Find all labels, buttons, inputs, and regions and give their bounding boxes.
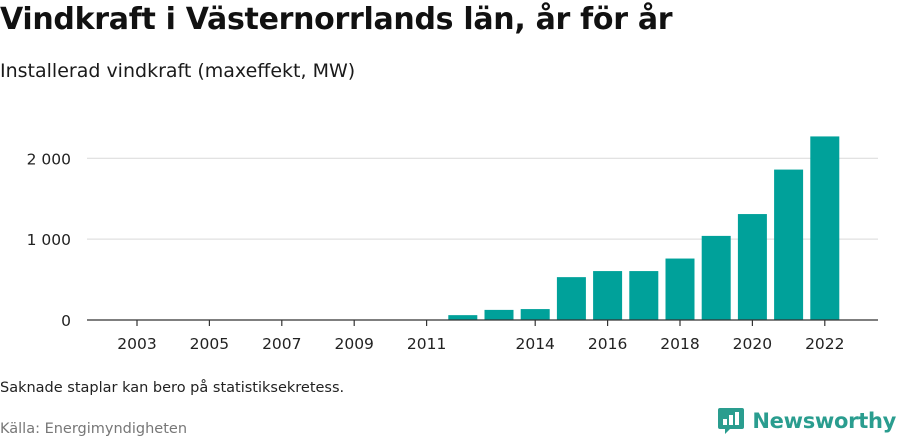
y-tick-label: 1 000 bbox=[27, 231, 71, 249]
x-tick-label: 2009 bbox=[334, 335, 373, 353]
brand-logo: Newsworthy bbox=[717, 406, 896, 436]
x-tick-label: 2007 bbox=[262, 335, 301, 353]
bar-2021 bbox=[774, 169, 804, 320]
bar-2017 bbox=[629, 271, 659, 320]
x-tick-label: 2014 bbox=[515, 335, 554, 353]
bar-2019 bbox=[701, 235, 731, 320]
source-label: Källa: Energimyndigheten bbox=[0, 421, 188, 437]
x-tick-label: 2011 bbox=[407, 335, 446, 353]
y-tick-label: 0 bbox=[61, 312, 71, 330]
bar-2016 bbox=[593, 271, 623, 320]
bar-chart: 0 1 000 2 000 2003 2005 2007 2009 2011 2014 2016 2… bbox=[27, 136, 878, 353]
y-tick-label: 2 000 bbox=[27, 150, 71, 168]
x-tick-label: 2020 bbox=[733, 335, 772, 353]
bar-2020 bbox=[737, 214, 767, 320]
bar-2015 bbox=[556, 277, 586, 320]
chart-subtitle: Installerad vindkraft (maxeffekt, MW) bbox=[0, 60, 356, 82]
brand-name: Newsworthy bbox=[752, 409, 896, 433]
x-tick-label: 2016 bbox=[588, 335, 627, 353]
x-tick-label: 2022 bbox=[805, 335, 844, 353]
newsworthy-logo-icon bbox=[718, 408, 745, 434]
chart-title: Vindkraft i Västernorrlands län, år för … bbox=[0, 2, 673, 37]
bar-2014 bbox=[520, 309, 550, 320]
bar-2022 bbox=[810, 136, 840, 320]
bar-2018 bbox=[665, 258, 695, 320]
x-tick-label: 2005 bbox=[190, 335, 229, 353]
bar-2013 bbox=[484, 309, 514, 320]
x-tick-label: 2003 bbox=[117, 335, 156, 353]
bar-2012 bbox=[448, 315, 478, 320]
x-tick-label: 2018 bbox=[660, 335, 699, 353]
footnote: Saknade staplar kan bero på statistiksek… bbox=[0, 380, 345, 396]
